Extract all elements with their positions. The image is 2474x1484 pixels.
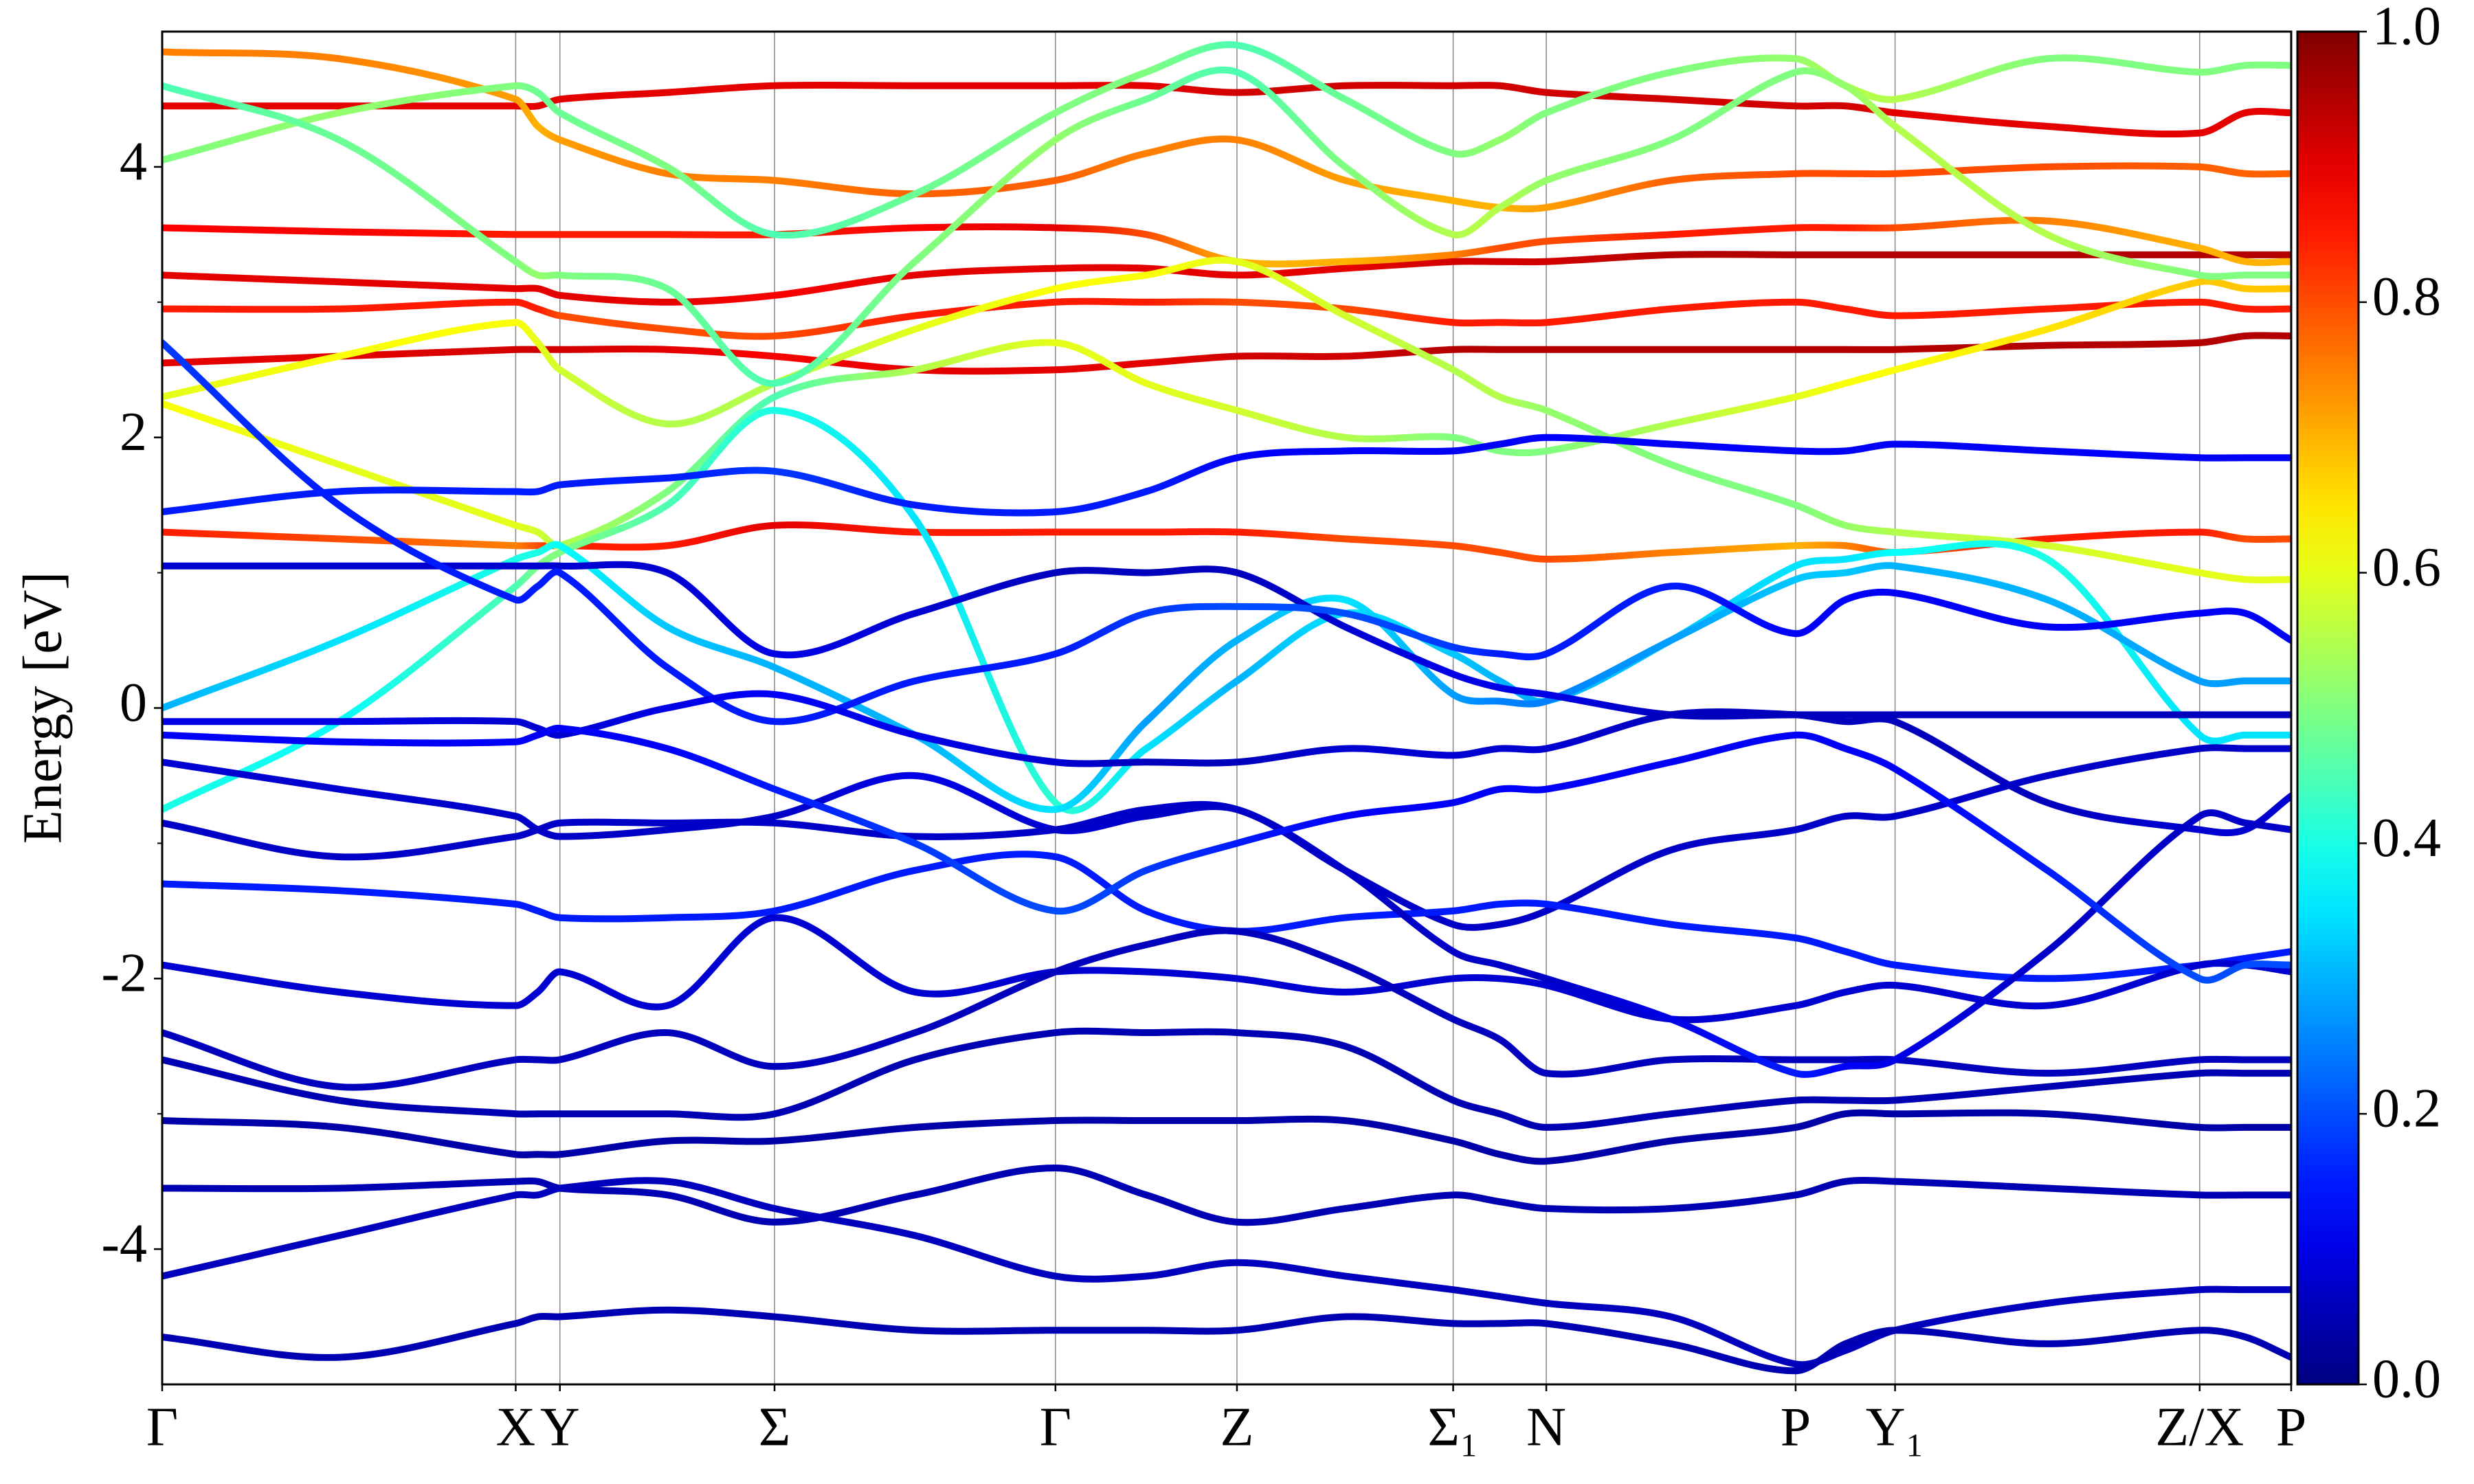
band bbox=[162, 800, 2291, 1078]
band bbox=[162, 561, 2291, 720]
y-tick-label: 0 bbox=[120, 673, 147, 733]
x-tick-label: Γ bbox=[146, 1397, 178, 1457]
x-tick-label: P bbox=[1781, 1397, 1812, 1457]
axes: Γ X Y Σ Γ Z Σ₁ N P Y₁ Z/X P -4 -2 0 2 4 0.0 0.2 0.4 0.6 0.8 1.… bbox=[101, 0, 2441, 1457]
band bbox=[162, 725, 2291, 984]
band bbox=[162, 407, 2291, 814]
colorbar-tick-label: 0.2 bbox=[2372, 1079, 2441, 1139]
band bbox=[162, 541, 2291, 813]
band bbox=[162, 216, 2291, 268]
band bbox=[162, 297, 2291, 340]
band bbox=[162, 851, 2291, 982]
x-tick-label: Y₁ bbox=[1866, 1397, 1925, 1457]
plot-frame bbox=[161, 30, 2293, 1386]
band bbox=[162, 1306, 2291, 1375]
colorbar-tick-label: 0.4 bbox=[2372, 808, 2441, 868]
y-tick-label: -4 bbox=[101, 1213, 147, 1274]
band bbox=[162, 1164, 2291, 1226]
band bbox=[162, 1109, 2291, 1165]
band bbox=[162, 251, 2291, 306]
band bbox=[162, 278, 2291, 550]
x-tick-label: Σ₁ bbox=[1427, 1397, 1478, 1457]
band bbox=[162, 41, 2291, 239]
band bbox=[162, 1027, 2291, 1131]
x-tick-label: N bbox=[1526, 1397, 1566, 1457]
x-tick-label: X bbox=[496, 1397, 536, 1457]
x-tick-label: Z/X bbox=[2155, 1397, 2244, 1457]
y-tick-label: 4 bbox=[120, 131, 147, 192]
colorbar-tick-label: 1.0 bbox=[2372, 0, 2441, 56]
band bbox=[162, 339, 2291, 726]
band bbox=[162, 256, 2291, 584]
band bbox=[162, 1177, 2291, 1369]
band bbox=[162, 914, 2291, 1024]
y-tick-label: 2 bbox=[120, 402, 147, 462]
bands bbox=[162, 41, 2291, 1375]
x-tick-label: P bbox=[2276, 1397, 2307, 1457]
y-axis-label: Energy [eV] bbox=[12, 572, 73, 844]
colorbar-tick-label: 0.8 bbox=[2372, 267, 2441, 327]
band bbox=[162, 927, 2291, 1091]
x-tick-label: Σ bbox=[759, 1397, 791, 1457]
colorbar-tick-label: 0.0 bbox=[2372, 1349, 2441, 1409]
x-tick-label: Γ bbox=[1040, 1397, 1071, 1457]
x-tick-label: Y bbox=[540, 1397, 580, 1457]
y-tick-label: -2 bbox=[101, 943, 147, 1004]
band bbox=[162, 434, 2291, 517]
colorbar bbox=[2296, 30, 2360, 1386]
band bbox=[162, 48, 2291, 212]
colorbar-tick-label: 0.6 bbox=[2372, 537, 2441, 598]
band bbox=[162, 66, 2291, 387]
x-tick-label: Z bbox=[1220, 1397, 1253, 1457]
